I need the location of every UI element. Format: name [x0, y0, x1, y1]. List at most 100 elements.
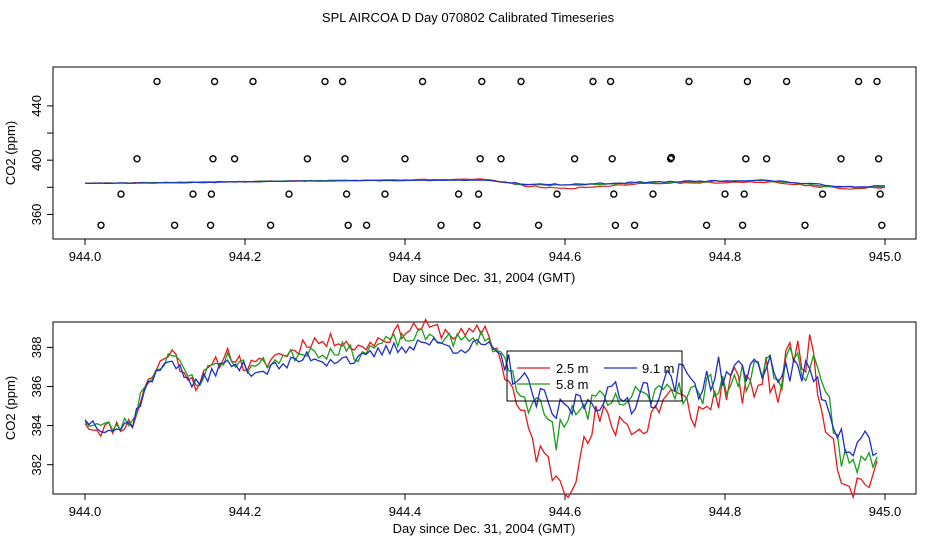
calibration-point — [189, 190, 197, 198]
bottom-x-tick-label: 944.2 — [229, 504, 262, 519]
top-calibration-points — [97, 77, 886, 230]
calibration-point — [437, 221, 445, 230]
bottom-series-lines — [84, 317, 878, 500]
calibration-point — [743, 77, 752, 86]
bottom-y-tick-label: 388 — [29, 337, 44, 359]
calibration-point — [610, 190, 618, 198]
calibration-point — [801, 221, 809, 230]
panel-top-scatter: 944.0 944.2 944.4 944.6 944.8 945.0 360 400 440… — [3, 66, 917, 285]
calibration-point — [553, 190, 561, 198]
calibration-point — [630, 221, 639, 230]
top-y-axis: 360 400 440 — [29, 95, 53, 225]
top-x-tick-label: 944.2 — [229, 249, 262, 264]
calibration-point — [133, 155, 141, 163]
calibration-point — [738, 221, 747, 230]
calibration-point — [876, 190, 884, 198]
calibration-point — [837, 155, 845, 163]
calibration-point — [210, 77, 219, 86]
calibration-point — [874, 155, 883, 163]
top-x-axis: 944.0 944.2 944.4 944.6 944.8 945.0 — [69, 239, 901, 264]
calibration-point — [170, 221, 179, 230]
calibration-point — [702, 221, 711, 230]
bottom-y-tick-label: 382 — [29, 454, 44, 476]
calibration-point — [401, 155, 409, 163]
calibration-point — [266, 221, 275, 230]
top-x-tick-label: 944.8 — [709, 249, 742, 264]
calibration-point — [303, 155, 312, 163]
bottom-x-tick-label: 945.0 — [869, 504, 902, 519]
calibration-point — [285, 190, 293, 198]
bottom-x-tick-label: 944.8 — [709, 504, 742, 519]
calibration-point — [454, 190, 463, 198]
top-x-tick-label: 944.6 — [549, 249, 582, 264]
legend-label-2-5m: 2.5 m — [556, 361, 589, 376]
calibration-point — [341, 155, 349, 163]
calibration-point — [362, 221, 371, 230]
calibration-point — [473, 221, 481, 230]
calibration-point — [685, 77, 693, 86]
top-y-tick-label: 400 — [29, 149, 44, 171]
calibration-point — [321, 77, 329, 86]
calibration-point — [649, 190, 657, 198]
calibration-point — [608, 155, 616, 163]
legend-label-9-1m: 9.1 m — [642, 361, 675, 376]
top-y-tick-label: 440 — [29, 95, 44, 117]
legend-box — [506, 350, 683, 402]
legend: 2.5 m 5.8 m 9.1 m — [506, 350, 683, 402]
calibration-point — [721, 190, 729, 198]
calibration-point — [497, 155, 505, 163]
top-y-axis-label: CO2 (ppm) — [3, 121, 18, 185]
top-x-tick-label: 944.0 — [69, 249, 102, 264]
calibration-point — [878, 221, 886, 230]
calibration-point — [606, 77, 615, 86]
calibration-point — [740, 190, 748, 198]
calibration-point — [344, 221, 352, 230]
bottom-plot-frame — [52, 321, 917, 495]
calibration-point — [570, 155, 579, 163]
calibration-point — [338, 77, 347, 86]
calibration-point — [873, 77, 881, 86]
panel-bottom-timeseries: 944.0 944.2 944.4 944.6 944.8 945.0 382 384 386… — [3, 317, 917, 536]
calibration-point — [611, 221, 620, 230]
bottom-y-tick-label: 386 — [29, 376, 44, 398]
top-x-axis-label: Day since Dec. 31, 2004 (GMT) — [393, 270, 576, 285]
calibration-point — [249, 77, 257, 86]
bottom-series-line-5-8-m — [84, 327, 878, 475]
figure-title: SPL AIRCOA D Day 070802 Calibrated Times… — [322, 10, 615, 25]
calibration-point — [589, 77, 597, 86]
calibration-point — [418, 77, 427, 86]
bottom-y-axis: 382 384 386 388 — [29, 337, 53, 476]
bottom-series-line-2-5-m — [84, 317, 878, 500]
calibration-point — [209, 155, 217, 163]
calibration-point — [534, 221, 543, 230]
calibration-point — [230, 155, 239, 163]
calibration-point — [474, 190, 483, 198]
bottom-x-tick-label: 944.0 — [69, 504, 102, 519]
calibration-point — [782, 77, 791, 86]
bottom-y-tick-label: 384 — [29, 415, 44, 437]
calibration-point — [97, 221, 105, 230]
calibration-point — [476, 155, 484, 163]
bottom-y-axis-label: CO2 (ppm) — [3, 376, 18, 440]
calibration-point — [206, 221, 215, 230]
calibration-point — [517, 77, 525, 86]
calibration-point — [117, 190, 125, 198]
legend-label-5-8m: 5.8 m — [556, 377, 589, 392]
top-series-lines — [84, 178, 886, 190]
calibration-point — [854, 77, 863, 86]
calibration-point — [478, 77, 486, 86]
calibration-point — [381, 190, 389, 198]
bottom-x-tick-label: 944.4 — [389, 504, 422, 519]
bottom-x-tick-label: 944.6 — [549, 504, 582, 519]
bottom-series-line-9-1-m — [84, 337, 878, 458]
calibration-point — [207, 190, 216, 198]
calibration-point — [667, 153, 676, 162]
top-series-line-9-1-m — [84, 179, 885, 188]
top-x-tick-label: 944.4 — [389, 249, 422, 264]
top-plot-frame — [52, 66, 917, 240]
calibration-point — [153, 77, 161, 86]
bottom-x-axis-label: Day since Dec. 31, 2004 (GMT) — [393, 521, 576, 536]
top-y-tick-label: 360 — [29, 204, 44, 226]
bottom-x-axis: 944.0 944.2 944.4 944.6 944.8 945.0 — [69, 494, 902, 519]
